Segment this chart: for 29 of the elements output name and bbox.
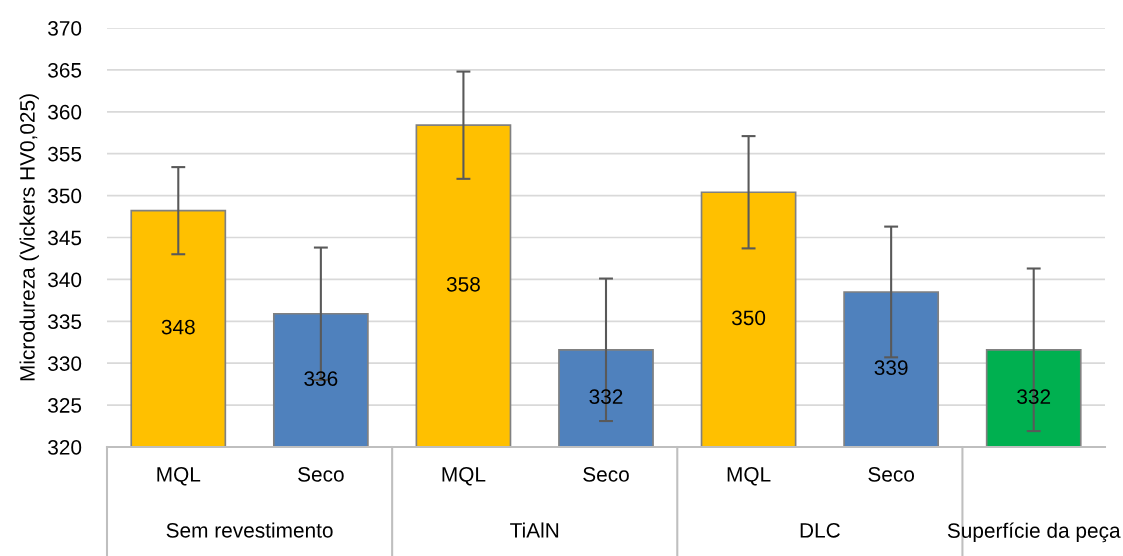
data-label: 350 [731,310,766,326]
text: DLC [800,522,840,538]
text: Superfície da peça [947,522,1121,543]
data-label: 358 [446,276,480,292]
y-tick-label: 360 [48,104,82,120]
y-tick-label: 335 [48,314,82,330]
x-tick-label: Seco [298,466,344,482]
y-tick-label: 345 [48,230,82,246]
x-tick-label: Seco [868,466,915,482]
data-label: 332 [1017,389,1051,404]
y-tick-label: 340 [48,272,82,288]
y-tick-label: 355 [48,146,82,162]
x-tick-label: MQL [442,466,486,486]
data-label: 339 [874,360,908,376]
x-tick-label: Seco [583,466,629,482]
text: TiAlN [510,522,559,538]
y-tick-label: 370 [48,21,82,36]
data-label: 348 [161,319,195,335]
data-label: 336 [304,371,338,386]
y-tick-label: 350 [48,188,82,204]
y-tick-label: 330 [48,356,82,371]
y-axis-title: Microdureza (Vickers HV0,025) [19,94,39,381]
data-label: 332 [589,389,623,404]
y-tick-label: 365 [48,62,82,78]
y-tick-label: 320 [48,440,82,455]
text: Sem revestimento [166,522,333,538]
x-tick-label: MQL [157,466,201,486]
y-tick-label: 325 [48,398,82,413]
x-tick-label: MQL [727,466,771,486]
